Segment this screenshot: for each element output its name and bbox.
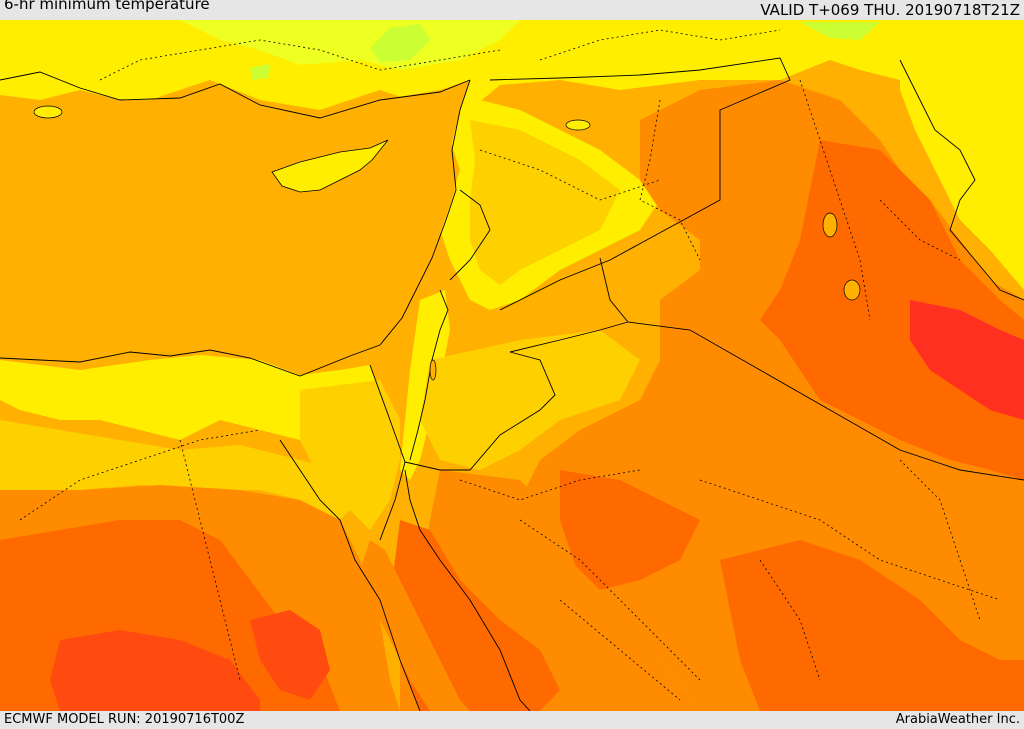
internal-boundaries	[19, 29, 1001, 701]
turkey-coastline	[0, 71, 471, 119]
zone-red-southwest	[50, 630, 260, 711]
zone-yellow-jordan	[400, 290, 450, 480]
red-sea-coast-west	[279, 439, 421, 712]
cyprus-island	[271, 139, 389, 193]
map-canvas	[0, 20, 1024, 712]
red-sea	[360, 540, 470, 711]
zone-gold-egypt	[0, 420, 360, 520]
valid-time: VALID T+069 THU. 20190718T21Z	[760, 1, 1020, 19]
zone-red-nile	[250, 610, 330, 700]
zone-darkorange-east	[720, 540, 1024, 711]
zone-gold-levant	[470, 120, 620, 285]
iran-iraq-border	[899, 59, 1024, 301]
dead-sea	[429, 359, 437, 381]
temperature-map[interactable]	[0, 20, 1024, 712]
zone-yellow-north	[0, 20, 1024, 200]
lake-3	[843, 279, 861, 301]
jordan-iraq-border	[509, 321, 629, 353]
zone-green-spot-3	[250, 64, 270, 80]
zone-gold-sinai	[300, 380, 400, 530]
credit: ArabiaWeather Inc.	[895, 712, 1020, 727]
lebanon-syria-border	[449, 189, 491, 281]
zone-green-north	[180, 20, 520, 70]
zone-yellow-egypt	[0, 355, 380, 440]
zone-darkorange-gulf	[560, 470, 700, 590]
map-title: 6-hr minimum temperature	[4, 0, 210, 13]
footer-bar: ECMWF MODEL RUN: 20190716T00Z ArabiaWeat…	[0, 711, 1024, 729]
red-sea-coast-east	[404, 469, 531, 712]
iraq-saudi-border	[599, 257, 1024, 481]
egypt-coastline	[0, 344, 381, 377]
zone-green-spot-1	[370, 24, 430, 62]
model-run: ECMWF MODEL RUN: 20190716T00Z	[4, 712, 245, 727]
header-bar: 6-hr minimum temperature VALID T+069 THU…	[0, 0, 1024, 20]
zone-red-iraq	[910, 300, 1024, 420]
zone-green-spot-2	[800, 22, 880, 40]
island-crete	[33, 105, 63, 119]
lake-1	[565, 119, 591, 131]
country-borders	[0, 57, 1024, 712]
syria-iraq-border	[489, 57, 791, 311]
jordan-saudi-border	[404, 351, 556, 471]
lake-2	[822, 212, 838, 238]
egypt-israel-border	[369, 364, 406, 541]
levant-coastline	[379, 79, 471, 346]
zone-gold-arabia	[420, 330, 640, 470]
